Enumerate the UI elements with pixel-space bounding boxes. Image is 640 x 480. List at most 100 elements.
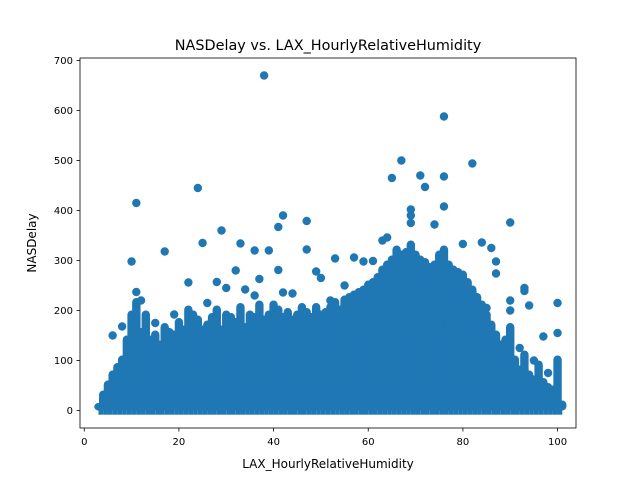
data-point [368,256,378,266]
data-point [288,289,297,298]
data-point [217,226,226,235]
data-point [250,246,259,255]
data-point [127,257,136,266]
chart-title: NASDelay vs. LAX_HourlyRelativeHumidity [175,38,482,54]
point-cluster [543,395,549,415]
point-cluster [212,356,217,415]
point-cluster [363,341,369,415]
data-point [349,253,359,262]
point-cluster [372,337,378,415]
point-cluster [150,369,156,415]
point-cluster [131,355,137,415]
point-cluster [178,363,184,415]
data-point [274,222,283,232]
point-cluster [164,365,170,415]
data-point [330,254,340,263]
data-point [420,182,430,192]
point-cluster [301,354,307,415]
data-point [524,301,534,310]
point-cluster [197,363,203,415]
point-cluster [325,354,331,415]
data-point [117,322,127,331]
data-point [132,287,141,297]
point-cluster [377,334,383,415]
data-point [543,368,553,378]
point-cluster [183,363,189,415]
point-cluster [311,356,317,415]
data-point [359,257,368,266]
y-tick-label: 0 [67,406,73,417]
data-point [136,296,146,305]
point-cluster [174,366,179,415]
data-point [491,269,501,278]
point-cluster [358,343,364,415]
data-point [311,267,321,276]
point-cluster [155,372,160,415]
data-point [250,291,259,300]
data-point [406,211,416,220]
x-tick-label: 80 [457,437,470,448]
point-cluster [505,369,511,415]
point-cluster [207,361,213,415]
plot-frame [79,57,577,429]
data-point [491,257,501,266]
point-cluster [216,363,222,415]
x-tick-label: 100 [548,437,567,448]
point-cluster [354,344,359,415]
data-point [553,328,562,338]
point-cluster [491,366,497,415]
point-cluster [245,362,250,415]
data-point [132,198,141,208]
point-cluster [230,359,236,415]
point-cluster [448,330,454,415]
data-point [108,331,117,340]
x-axis-label: LAX_HourlyRelativeHumidity [242,457,414,471]
data-point [416,171,425,180]
point-cluster [254,356,260,415]
point-cluster [98,406,104,415]
data-point [259,71,269,80]
point-cluster [387,328,392,415]
data-point [482,303,491,313]
point-cluster [406,321,411,415]
data-point [439,202,449,211]
data-point [184,278,193,287]
data-point [539,332,548,341]
point-cluster [136,365,142,415]
point-cluster [425,329,430,415]
data-point [458,239,468,249]
data-point [160,247,169,256]
point-cluster [320,355,326,415]
point-cluster [481,355,487,415]
point-cluster [429,329,435,415]
data-points [94,71,567,415]
y-axis-label: NASDelay [25,213,39,272]
point-cluster [306,356,312,415]
y-axis-ticks: 0 100 200 300 400 500 600 700 [54,56,80,417]
point-cluster [458,333,463,415]
point-cluster [259,358,265,415]
point-cluster [249,356,255,415]
x-tick-label: 20 [173,437,186,448]
point-cluster [268,355,274,415]
data-point [520,286,529,296]
point-cluster [453,332,459,415]
point-cluster [202,363,208,415]
point-cluster [240,362,246,415]
point-cluster [235,359,241,415]
point-cluster [349,345,355,415]
point-cluster [529,391,534,415]
data-point [297,303,307,313]
data-point [240,285,250,294]
data-point [264,246,274,255]
point-cluster [434,328,440,415]
point-cluster [510,380,515,415]
point-cluster [552,396,558,415]
point-cluster [477,350,482,415]
data-point [406,218,416,228]
data-point [302,245,311,254]
data-point [255,274,264,284]
point-cluster [330,351,336,415]
point-cluster [538,392,544,415]
point-cluster [188,355,194,415]
